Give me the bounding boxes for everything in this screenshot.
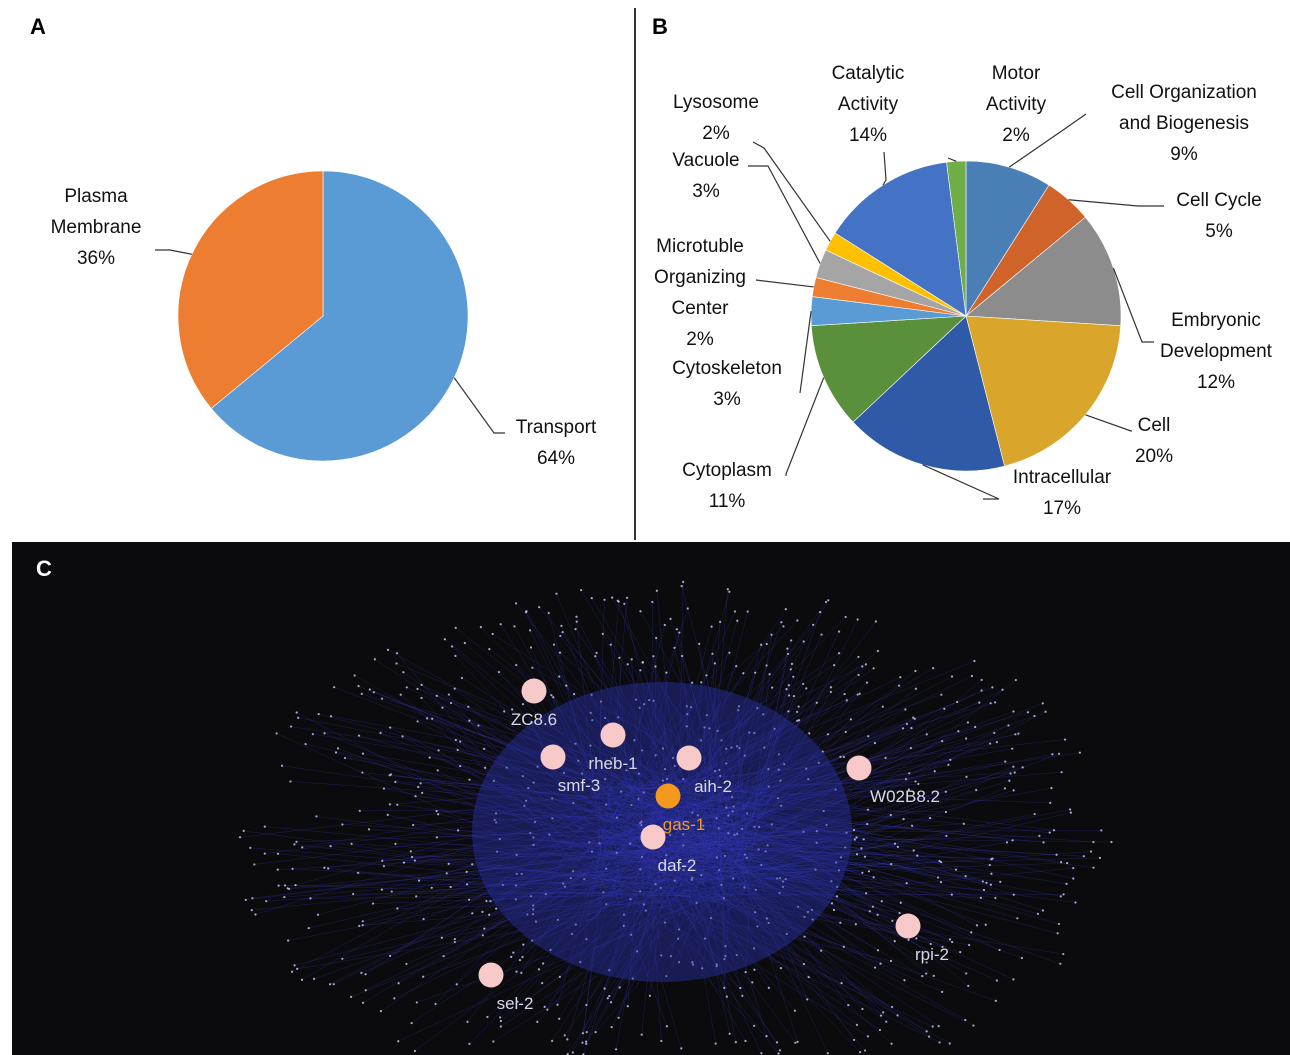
- slice-label-cytoplasm: Cytoplasm 11%: [682, 460, 772, 512]
- gene-label-w02b8-2: W02B8.2: [870, 787, 940, 806]
- slice-label-microtuble-organizing-center: Microtuble Organizing Center 2%: [654, 236, 746, 350]
- pie-slice-embryonic-development: [965, 216, 1122, 327]
- gene-node-rpi-2[interactable]: [895, 913, 921, 939]
- slice-label-motor-activity: Motor Activity 2%: [986, 63, 1047, 146]
- gene-label-sel-2: sel-2: [497, 994, 534, 1013]
- panel-b-letter: B: [652, 14, 668, 39]
- gene-label-rpi-2: rpi-2: [915, 945, 949, 964]
- leader-line-microtuble-organizing-center: [755, 279, 814, 288]
- leader-line-motor-activity: [947, 157, 957, 162]
- network-graph: ZC8.6 rheb-1 smf-3 aih-2 gas-1 daf-2 W02B8.2 rp…: [238, 580, 1113, 1055]
- leader-line-lysosome: [752, 141, 831, 242]
- pie-slice-catalytic-activity: [834, 161, 967, 317]
- slice-label-transport: Transport 64%: [516, 417, 597, 469]
- leader-line-catalytic-activity: [882, 151, 887, 186]
- slice-label-embryonic-development: Embryonic Development 12%: [1160, 310, 1273, 393]
- leader-line-cell-organization-and-biogenesis: [1008, 113, 1087, 168]
- gene-node-w02b8-2[interactable]: [846, 755, 872, 781]
- pie-slice-cell-organization-and-biogenesis: [965, 160, 1050, 318]
- highlighted-nodes: ZC8.6 rheb-1 smf-3 aih-2 gas-1 daf-2 W02B8.2 rp…: [478, 678, 949, 1013]
- slice-label-lysosome: Lysosome 2%: [673, 92, 759, 144]
- gene-node-daf-2[interactable]: [640, 824, 666, 850]
- gene-label-daf-2: daf-2: [658, 856, 697, 875]
- gene-label-smf-3: smf-3: [558, 776, 601, 795]
- leader-line-plasma-membrane: [155, 249, 192, 255]
- leader-line-transport: [453, 377, 505, 434]
- pie-chart-b: Cell Organization and Biogenesis 9% Cell Cy…: [654, 63, 1273, 519]
- pie-chart-a: Transport 64% Plasma Membrane 36%: [51, 170, 597, 469]
- gene-node-smf-3[interactable]: [540, 744, 566, 770]
- pie-slice-transport: [210, 170, 469, 462]
- gene-node-rheb-1[interactable]: [600, 722, 626, 748]
- gene-node-sel-2[interactable]: [478, 962, 504, 988]
- leader-line-vacuole: [748, 165, 821, 264]
- leader-line-intracellular: [922, 464, 1000, 500]
- slice-label-intracellular: Intracellular 17%: [1013, 467, 1112, 519]
- leader-line-cell-cycle: [1068, 199, 1164, 207]
- panel-divider: [634, 8, 636, 540]
- slice-label-catalytic-activity: Catalytic Activity 14%: [832, 63, 905, 146]
- pie-slice-cell: [965, 315, 1122, 467]
- network-panel: C ZC8.6 rheb-1 smf-3 aih-2 gas-1 daf-2 W02B8.2…: [12, 542, 1290, 1055]
- gene-label-gas-1: gas-1: [663, 815, 706, 834]
- leader-line-cytoplasm: [785, 377, 825, 476]
- leader-line-embryonic-development: [1112, 267, 1154, 343]
- gene-label-rheb-1: rheb-1: [588, 754, 637, 773]
- network-background-nodes: [238, 580, 1113, 1055]
- slice-label-cytoskeleton: Cytoskeleton 3%: [672, 358, 782, 410]
- leader-line-cell: [1085, 414, 1132, 432]
- slice-label-cell-cycle: Cell Cycle 5%: [1176, 190, 1262, 242]
- network-edges: [240, 581, 1112, 1055]
- gene-node-gas-1[interactable]: [655, 783, 681, 809]
- leader-line-cytoskeleton: [799, 311, 812, 394]
- gene-label-zc8-6: ZC8.6: [511, 710, 557, 729]
- slice-label-vacuole: Vacuole 3%: [672, 150, 739, 202]
- gene-label-aih-2: aih-2: [694, 777, 732, 796]
- pie-slice-cytoplasm: [810, 315, 967, 423]
- pie-slice-plasma-membrane: [177, 170, 324, 409]
- gene-node-aih-2[interactable]: [676, 745, 702, 771]
- panel-a-letter: A: [30, 14, 46, 39]
- panel-c-letter: C: [36, 556, 52, 581]
- slice-label-plasma-membrane: Plasma Membrane 36%: [51, 186, 142, 269]
- slice-label-cell: Cell 20%: [1135, 415, 1173, 467]
- slice-label-cell-organization-and-biogenesis: Cell Organization and Biogenesis 9%: [1111, 82, 1257, 165]
- gene-node-zc8-6[interactable]: [521, 678, 547, 704]
